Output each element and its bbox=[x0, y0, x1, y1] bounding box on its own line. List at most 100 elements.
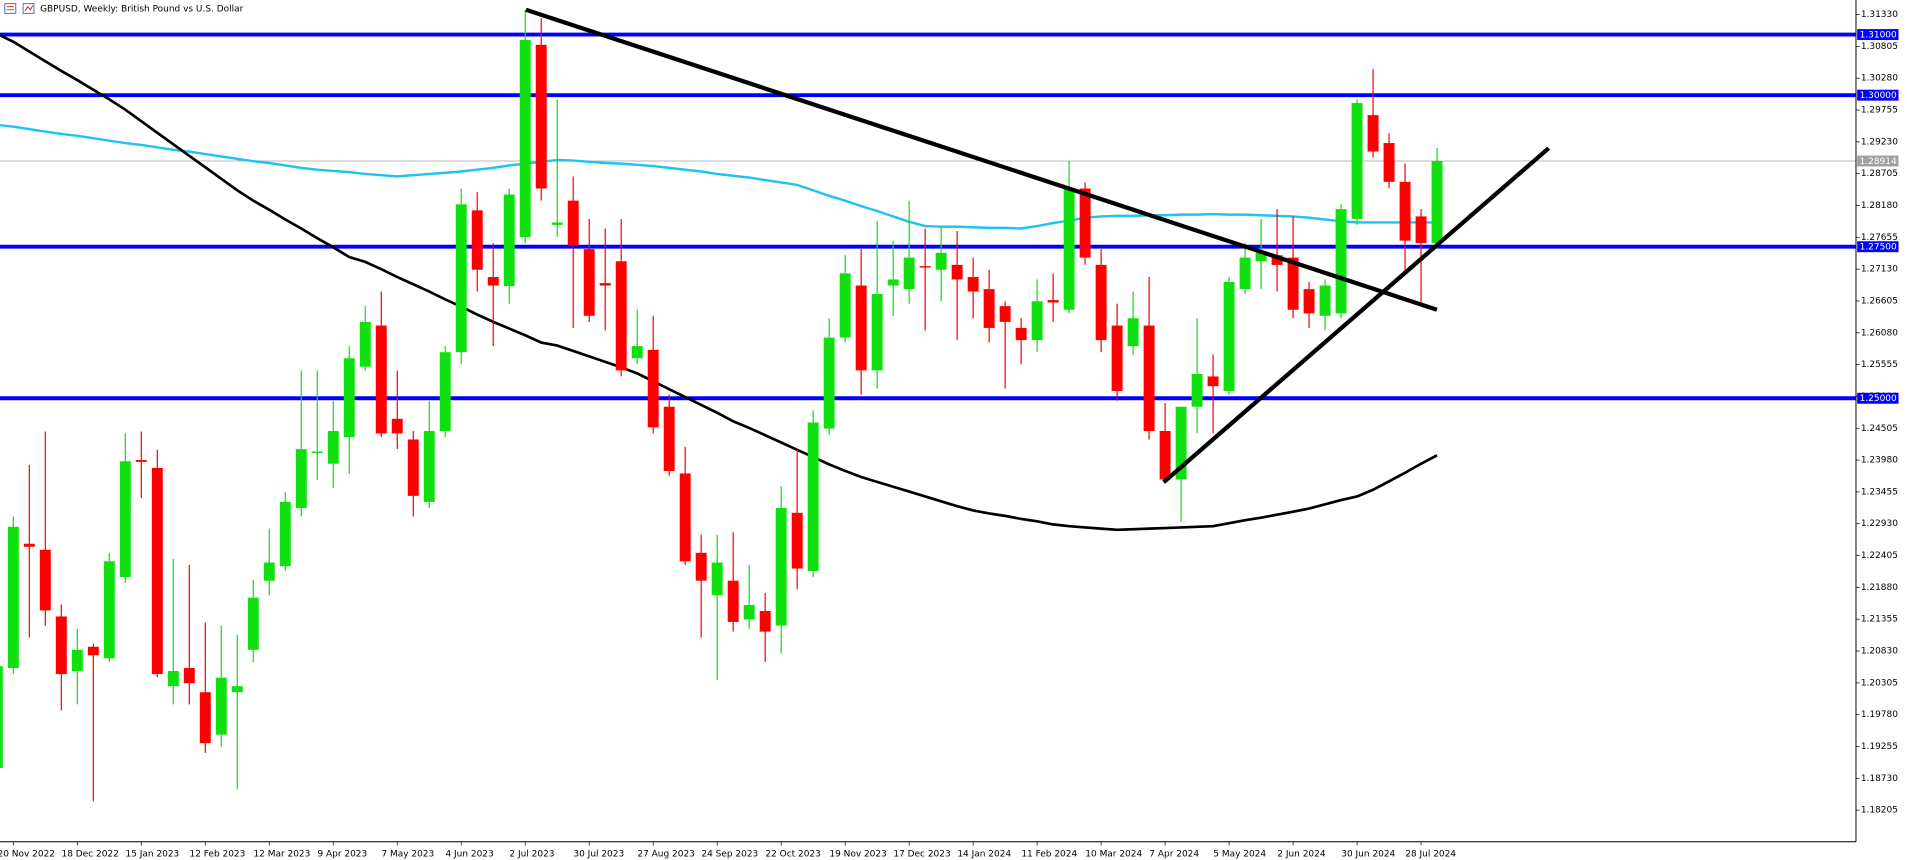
candle-body bbox=[791, 512, 803, 569]
candle-body bbox=[471, 210, 483, 270]
x-tick-label: 12 Mar 2023 bbox=[253, 849, 310, 859]
chart-title: GBPUSD, Weekly: British Pound vs U.S. Do… bbox=[40, 5, 244, 15]
x-tick-label: 12 Feb 2023 bbox=[189, 849, 245, 859]
candle-body bbox=[55, 616, 67, 675]
x-tick-label: 11 Feb 2024 bbox=[1021, 849, 1077, 859]
x-tick-label: 27 Aug 2023 bbox=[637, 849, 694, 859]
candle-body bbox=[1431, 161, 1443, 244]
y-tick-label: 1.28180 bbox=[1861, 201, 1898, 211]
candle-body bbox=[279, 501, 291, 567]
candle-body bbox=[375, 325, 387, 434]
candle-body bbox=[519, 40, 531, 238]
candle-body bbox=[1015, 327, 1027, 341]
icon bbox=[4, 3, 17, 14]
candle-body bbox=[71, 649, 83, 672]
candle-body bbox=[23, 543, 35, 547]
candle-body bbox=[1063, 188, 1075, 310]
candle-body bbox=[487, 277, 499, 286]
candle-body bbox=[119, 461, 131, 578]
candle-body bbox=[183, 667, 195, 684]
y-tick-label: 1.20830 bbox=[1861, 647, 1898, 657]
candle-body bbox=[1127, 318, 1139, 347]
candle-body bbox=[615, 261, 627, 371]
level-label-box bbox=[1857, 89, 1899, 101]
moving-average bbox=[0, 33, 1438, 532]
candle-body bbox=[1367, 115, 1379, 152]
y-tick-label: 1.19255 bbox=[1861, 742, 1898, 752]
candle-body bbox=[903, 257, 915, 290]
candle-body bbox=[1303, 289, 1315, 314]
levels-layer bbox=[0, 32, 1856, 401]
candle-body bbox=[1175, 406, 1187, 480]
candle-body bbox=[1143, 325, 1155, 431]
y-tick-label: 1.18730 bbox=[1861, 774, 1898, 784]
candle-body bbox=[919, 266, 931, 268]
y-tick-label: 1.21355 bbox=[1861, 615, 1898, 625]
y-tick-label: 1.23980 bbox=[1861, 456, 1898, 466]
x-tick-label: 2 Jun 2024 bbox=[1277, 849, 1326, 859]
y-tick-label: 1.28705 bbox=[1861, 169, 1898, 179]
candle-body bbox=[455, 204, 467, 353]
candle-body bbox=[999, 306, 1011, 322]
y-tick-label: 1.26605 bbox=[1861, 296, 1898, 306]
candle-body bbox=[0, 666, 3, 769]
candle-body bbox=[727, 580, 739, 622]
candle-body bbox=[775, 507, 787, 626]
candle-body bbox=[1207, 376, 1219, 387]
candle-body bbox=[1047, 300, 1059, 303]
candle-body bbox=[1095, 264, 1107, 341]
x-tick-label: 5 May 2024 bbox=[1213, 849, 1266, 859]
level-label: 1.31000 bbox=[1860, 30, 1897, 40]
candle-body bbox=[231, 686, 243, 693]
x-tick-label: 7 May 2023 bbox=[381, 849, 434, 859]
candle-body bbox=[935, 252, 947, 270]
candle-body bbox=[1111, 325, 1123, 391]
y-tick-label: 1.25555 bbox=[1861, 360, 1898, 370]
candle-body bbox=[167, 671, 179, 687]
candle-body bbox=[983, 289, 995, 328]
x-tick-label: 28 Jul 2024 bbox=[1405, 849, 1456, 859]
candle-body bbox=[1287, 257, 1299, 310]
candle-body bbox=[1191, 374, 1203, 407]
y-tick-label: 1.23455 bbox=[1861, 487, 1898, 497]
y-tick-label: 1.22405 bbox=[1861, 551, 1898, 561]
candle-body bbox=[1159, 430, 1171, 480]
y-tick-label: 1.31330 bbox=[1861, 10, 1898, 20]
trendlines bbox=[525, 7, 1551, 484]
candle-body bbox=[1031, 301, 1043, 341]
candle-body bbox=[391, 418, 403, 434]
candle-body bbox=[39, 549, 51, 611]
x-tick-label: 18 Dec 2022 bbox=[62, 849, 119, 859]
candle-body bbox=[599, 283, 611, 286]
candle-body bbox=[199, 692, 211, 744]
x-tick-label: 10 Mar 2024 bbox=[1085, 849, 1142, 859]
plot-layer bbox=[0, 9, 1443, 802]
level-label: 1.30000 bbox=[1860, 91, 1897, 101]
trendline bbox=[1162, 146, 1551, 484]
candle-body bbox=[711, 562, 723, 596]
x-tick-label: 19 Nov 2023 bbox=[829, 849, 886, 859]
candle-body bbox=[1319, 285, 1331, 316]
candle-body bbox=[503, 194, 515, 287]
candle-body bbox=[215, 677, 227, 735]
level-label-box bbox=[1857, 392, 1899, 404]
icon bbox=[22, 3, 35, 14]
y-tick-label: 1.18205 bbox=[1861, 806, 1898, 816]
candle-body bbox=[695, 552, 707, 581]
y-tick-label: 1.29230 bbox=[1861, 137, 1898, 147]
y-tick-label: 1.27130 bbox=[1861, 265, 1898, 275]
candle-body bbox=[247, 597, 259, 650]
y-tick-label: 1.29755 bbox=[1861, 106, 1898, 116]
candle-body bbox=[135, 460, 147, 462]
candle-body bbox=[887, 279, 899, 286]
candle-body bbox=[87, 646, 99, 656]
candle-body bbox=[1223, 281, 1235, 391]
level-label: 1.27500 bbox=[1860, 243, 1897, 253]
candle-body bbox=[407, 439, 419, 496]
x-tick-label: 17 Dec 2023 bbox=[893, 849, 950, 859]
moving-average bbox=[0, 123, 1438, 230]
trendline bbox=[525, 7, 1438, 312]
y-tick-label: 1.20305 bbox=[1861, 678, 1898, 688]
candle-body bbox=[7, 526, 19, 668]
